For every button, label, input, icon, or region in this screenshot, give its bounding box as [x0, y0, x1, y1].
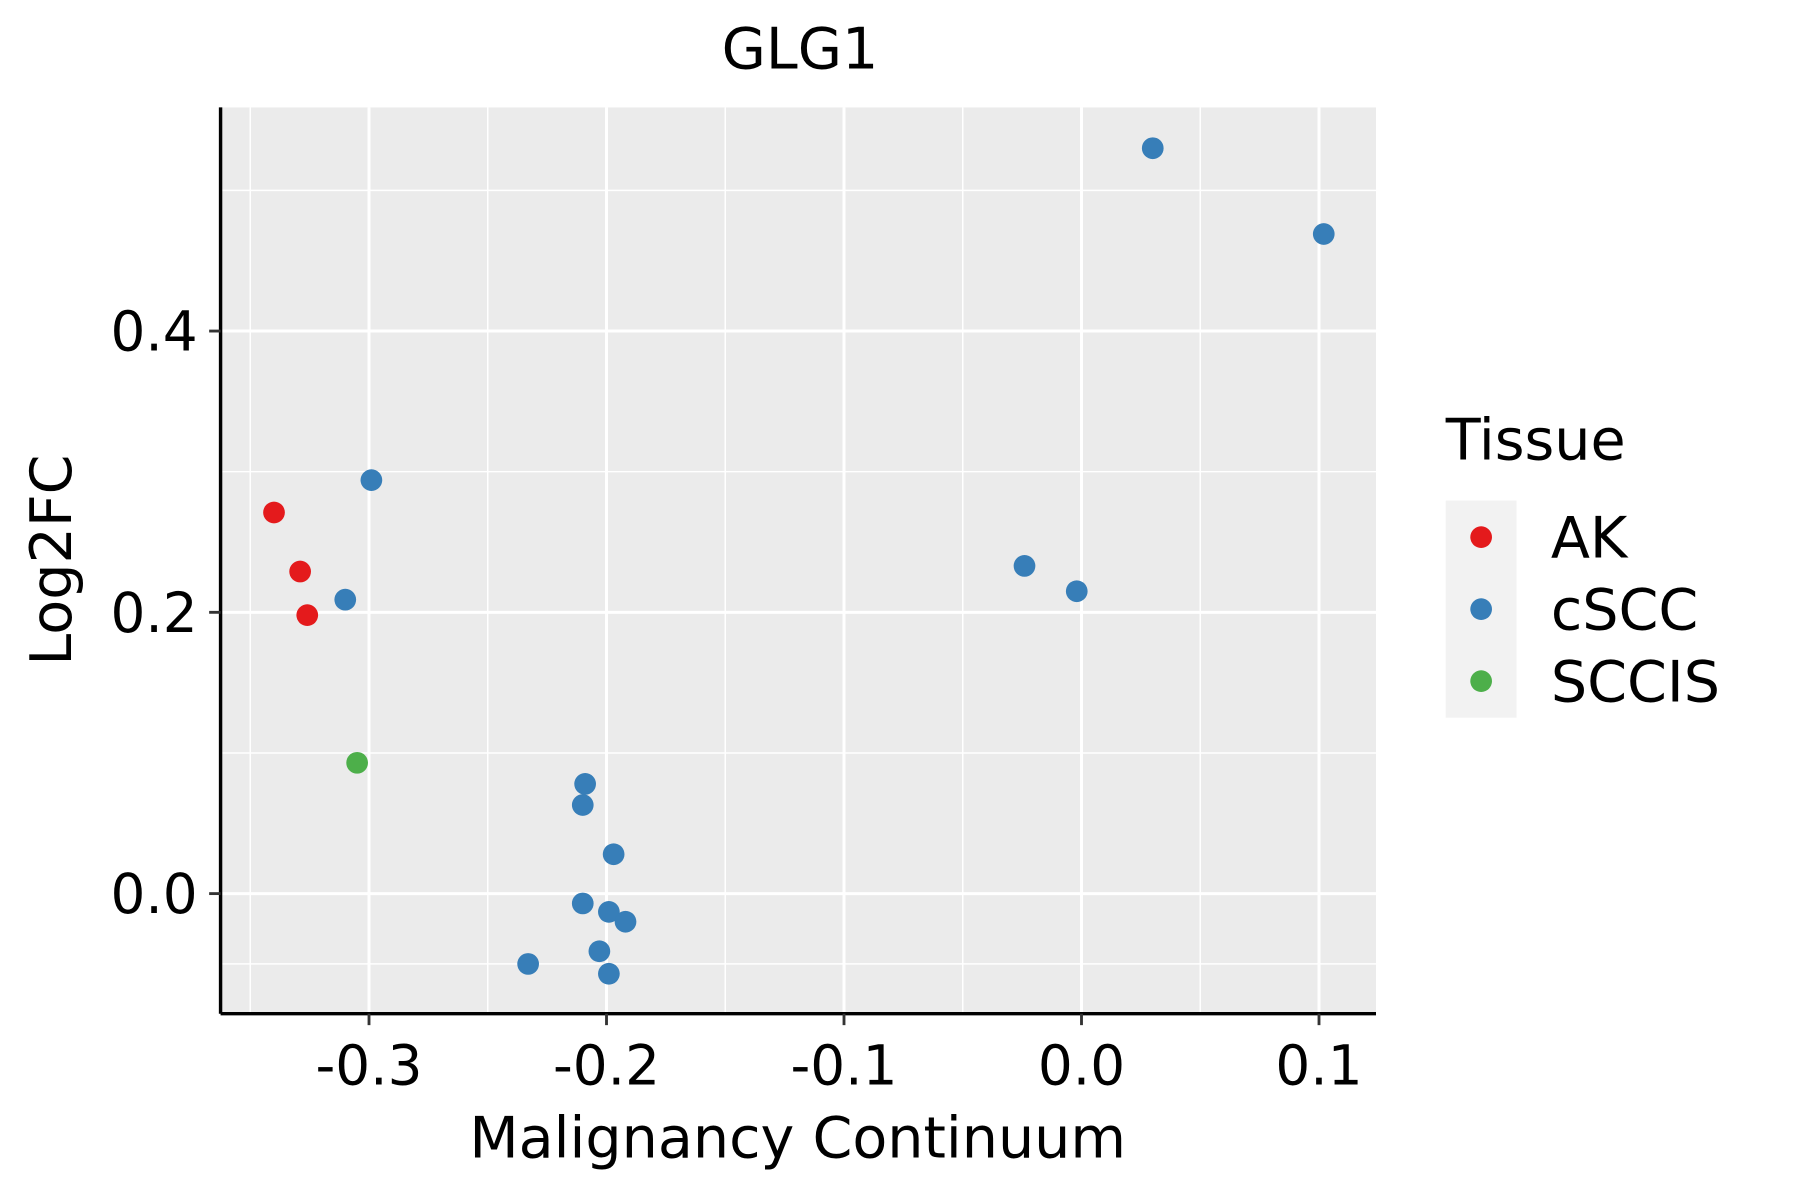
y-tick-label: 0.0	[110, 862, 197, 926]
legend-label-cscc: cSCC	[1551, 578, 1698, 644]
point-ak	[263, 501, 285, 524]
x-tick-label: -0.1	[790, 1034, 897, 1098]
point-ak	[289, 560, 311, 583]
y-tick-label: 0.2	[110, 581, 197, 645]
legend-label-ak: AK	[1551, 506, 1629, 572]
y-axis-label: Log2FC	[19, 454, 85, 665]
point-cscc	[571, 892, 594, 915]
y-tick-label: 0.4	[110, 299, 197, 363]
x-tick-label: 0.1	[1275, 1034, 1362, 1098]
point-sccis	[346, 751, 368, 774]
grid-lines	[220, 107, 1376, 1014]
legend-key-sccis	[1470, 670, 1492, 692]
point-cscc	[598, 901, 620, 923]
point-cscc	[334, 588, 357, 611]
plot-panel	[220, 107, 1377, 1014]
x-tick-label: -0.3	[315, 1034, 422, 1098]
point-cscc	[571, 794, 594, 816]
point-cscc	[1065, 580, 1088, 603]
point-cscc	[602, 843, 625, 866]
point-cscc	[1141, 137, 1164, 160]
legend-title: Tissue	[1445, 407, 1626, 473]
x-axis-label: Malignancy Continuum	[469, 1106, 1126, 1172]
chart-title: GLG1	[722, 17, 879, 83]
point-cscc	[1312, 223, 1335, 245]
point-cscc	[517, 953, 539, 975]
data-points	[263, 137, 1335, 985]
point-cscc	[360, 469, 383, 491]
point-cscc	[574, 773, 596, 795]
point-cscc	[1013, 555, 1036, 577]
point-cscc	[614, 910, 637, 933]
x-tick-label: -0.2	[553, 1034, 660, 1098]
point-cscc	[588, 940, 611, 963]
x-tick-label: 0.0	[1038, 1034, 1125, 1098]
axis-ticks: -0.3 -0.2 -0.1 0.0 0.1 0.0 0.2 0.4	[110, 299, 1362, 1097]
legend-label-sccis: SCCIS	[1551, 650, 1720, 716]
legend-key-ak	[1470, 526, 1492, 548]
point-ak	[296, 604, 319, 626]
point-cscc	[598, 962, 620, 985]
legend-key-cscc	[1470, 598, 1492, 620]
